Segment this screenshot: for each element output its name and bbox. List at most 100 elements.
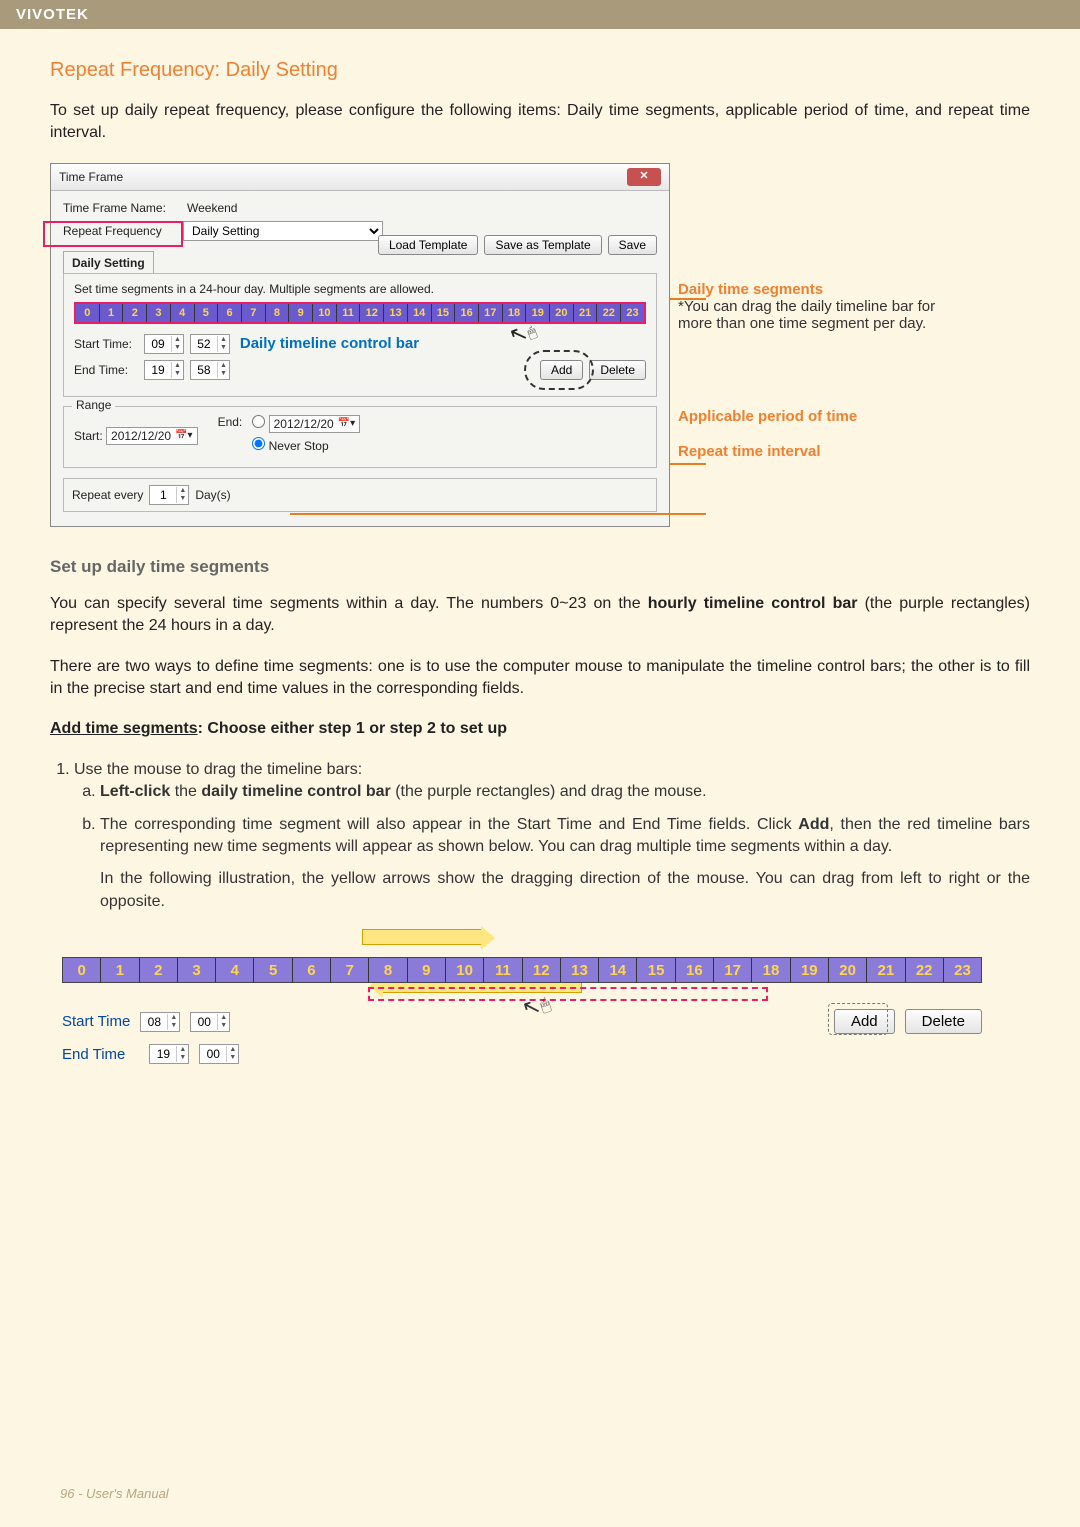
hour-cell[interactable]: 20 (550, 304, 574, 322)
never-stop-option[interactable]: Never Stop (252, 437, 360, 453)
hour-cell[interactable]: 10 (446, 958, 484, 982)
start-hour-spinner[interactable]: ▲▼ (144, 334, 184, 354)
save-button[interactable]: Save (608, 235, 657, 255)
hour-cell[interactable]: 16 (676, 958, 714, 982)
hour-cell[interactable]: 14 (408, 304, 432, 322)
dialog-titlebar: Time Frame ✕ (51, 164, 669, 191)
hour-cell[interactable]: 9 (408, 958, 446, 982)
hour-cell[interactable]: 6 (293, 958, 331, 982)
spinner-arrows-icon[interactable]: ▲▼ (217, 336, 229, 352)
spinner-arrows-icon[interactable]: ▲▼ (176, 487, 188, 503)
hour-cell[interactable]: 14 (599, 958, 637, 982)
hour-cell[interactable]: 5 (195, 304, 219, 322)
hour-cell[interactable]: 19 (791, 958, 829, 982)
end-hour-spinner[interactable]: ▲▼ (144, 360, 184, 380)
calendar-icon[interactable]: 📅▾ (338, 418, 355, 429)
range-start-date[interactable]: 2012/12/20 📅▾ (106, 427, 198, 445)
end-hour-input[interactable] (145, 363, 171, 377)
end-min-input[interactable] (191, 363, 217, 377)
hour-cell[interactable]: 6 (218, 304, 242, 322)
hour-cell[interactable]: 21 (867, 958, 905, 982)
hour-cell[interactable]: 21 (574, 304, 598, 322)
hour-cell[interactable]: 15 (637, 958, 675, 982)
hour-cell[interactable]: 7 (331, 958, 369, 982)
add-segment-button[interactable]: Add (540, 360, 583, 380)
figure-timeline-bar[interactable]: 01234567891011121314151617181920212223 (62, 957, 982, 983)
name-value: Weekend (187, 201, 237, 215)
hour-cell[interactable]: 5 (254, 958, 292, 982)
hour-cell[interactable]: 9 (289, 304, 313, 322)
intro-paragraph: To set up daily repeat frequency, please… (50, 100, 1030, 145)
daily-setting-tab[interactable]: Daily Setting (63, 251, 154, 274)
fig2-end-mm[interactable]: ▲▼ (199, 1044, 239, 1064)
range-end-date[interactable]: 2012/12/20 📅▾ (269, 415, 361, 433)
spinner-arrows-icon[interactable]: ▲▼ (171, 336, 183, 352)
hour-cell[interactable]: 17 (714, 958, 752, 982)
fig2-delete-button[interactable]: Delete (905, 1009, 982, 1034)
hour-cell[interactable]: 12 (523, 958, 561, 982)
hour-cell[interactable]: 16 (455, 304, 479, 322)
fig2-start-hh[interactable]: ▲▼ (140, 1012, 180, 1032)
hour-cell[interactable]: 8 (369, 958, 407, 982)
hour-cell[interactable]: 4 (171, 304, 195, 322)
repeat-value-spinner[interactable]: ▲▼ (149, 485, 189, 505)
hour-cell[interactable]: 0 (63, 958, 101, 982)
start-min-spinner[interactable]: ▲▼ (190, 334, 230, 354)
fig2-end-hh-input[interactable] (150, 1047, 176, 1061)
timeline-callout-label: Daily timeline control bar (240, 335, 419, 352)
hour-cell[interactable]: 1 (100, 304, 124, 322)
hour-cell[interactable]: 2 (123, 304, 147, 322)
spinner-arrows-icon[interactable]: ▲▼ (171, 362, 183, 378)
steps-list: Use the mouse to drag the timeline bars:… (50, 759, 1030, 913)
hour-cell[interactable]: 19 (526, 304, 550, 322)
hour-cell[interactable]: 20 (829, 958, 867, 982)
hour-cell[interactable]: 1 (101, 958, 139, 982)
hour-cell[interactable]: 2 (140, 958, 178, 982)
fig2-start-hh-input[interactable] (141, 1015, 167, 1029)
hour-cell[interactable]: 13 (561, 958, 599, 982)
save-as-template-button[interactable]: Save as Template (484, 235, 601, 255)
hour-cell[interactable]: 23 (621, 304, 644, 322)
hour-cell[interactable]: 18 (503, 304, 527, 322)
range-start-label: Start: (74, 429, 103, 443)
spinner-arrows-icon[interactable]: ▲▼ (217, 1014, 229, 1030)
hour-cell[interactable]: 15 (432, 304, 456, 322)
delete-segment-button[interactable]: Delete (589, 360, 646, 380)
hour-cell[interactable]: 22 (597, 304, 621, 322)
hour-cell[interactable]: 3 (178, 958, 216, 982)
fig2-end-mm-input[interactable] (200, 1047, 226, 1061)
repeat-value-input[interactable] (150, 488, 176, 502)
hour-cell[interactable]: 3 (147, 304, 171, 322)
spinner-arrows-icon[interactable]: ▲▼ (167, 1014, 179, 1030)
end-date-option[interactable]: 2012/12/20 📅▾ (252, 415, 360, 433)
fig2-start-label: Start Time (62, 1013, 130, 1030)
end-min-spinner[interactable]: ▲▼ (190, 360, 230, 380)
start-hour-input[interactable] (145, 337, 171, 351)
hour-cell[interactable]: 7 (242, 304, 266, 322)
hour-cell[interactable]: 13 (384, 304, 408, 322)
start-min-input[interactable] (191, 337, 217, 351)
hour-cell[interactable]: 11 (484, 958, 522, 982)
hour-cell[interactable]: 23 (944, 958, 981, 982)
spinner-arrows-icon[interactable]: ▲▼ (176, 1046, 188, 1062)
load-template-button[interactable]: Load Template (378, 235, 479, 255)
fig2-start-mm[interactable]: ▲▼ (190, 1012, 230, 1032)
hour-cell[interactable]: 8 (266, 304, 290, 322)
hour-cell[interactable]: 10 (313, 304, 337, 322)
spinner-arrows-icon[interactable]: ▲▼ (217, 362, 229, 378)
hour-cell[interactable]: 12 (360, 304, 384, 322)
fig2-end-hh[interactable]: ▲▼ (149, 1044, 189, 1064)
ann-segments-title: Daily time segments (678, 281, 823, 298)
hour-cell[interactable]: 17 (479, 304, 503, 322)
fig2-start-mm-input[interactable] (191, 1015, 217, 1029)
close-icon[interactable]: ✕ (627, 168, 661, 186)
hour-cell[interactable]: 22 (906, 958, 944, 982)
hour-cell[interactable]: 4 (216, 958, 254, 982)
calendar-icon[interactable]: 📅▾ (175, 430, 192, 441)
hour-cell[interactable]: 11 (337, 304, 361, 322)
freq-select[interactable]: Daily Setting (183, 221, 383, 241)
hour-cell[interactable]: 0 (76, 304, 100, 322)
hour-cell[interactable]: 18 (752, 958, 790, 982)
spinner-arrows-icon[interactable]: ▲▼ (226, 1046, 238, 1062)
daily-timeline-bar[interactable]: 01234567891011121314151617181920212223 (74, 302, 646, 324)
